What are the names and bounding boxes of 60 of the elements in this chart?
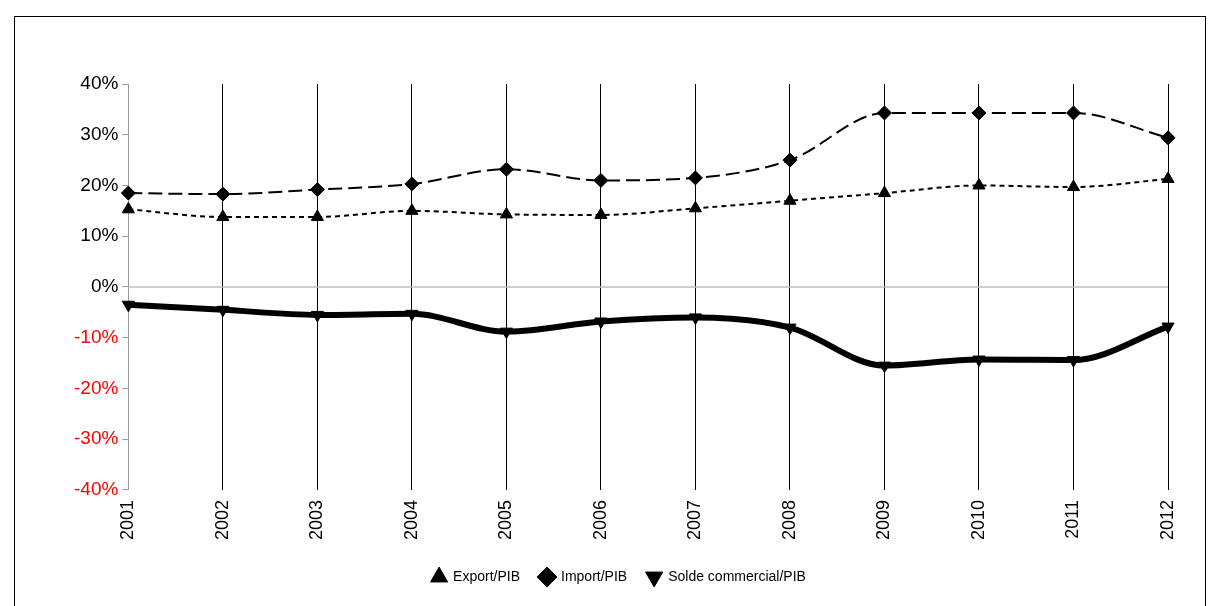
y-tick-label: 40% xyxy=(80,72,119,94)
point xyxy=(1066,356,1081,368)
point xyxy=(121,201,135,214)
x-tick-label: 2004 xyxy=(400,499,421,540)
point xyxy=(877,361,892,374)
y-tick-label: -30% xyxy=(74,427,119,449)
x-tick-label: 2001 xyxy=(117,499,138,540)
legend-label: Import/PIB xyxy=(561,567,628,584)
point xyxy=(1161,171,1175,183)
point xyxy=(1066,179,1081,192)
x-tick-label: 2008 xyxy=(778,499,799,540)
x-tick-label: 2003 xyxy=(306,499,327,540)
x-tick-label: 2007 xyxy=(684,499,705,540)
y-tick-label: 10% xyxy=(80,224,119,246)
point xyxy=(405,309,419,322)
point xyxy=(499,327,513,340)
point xyxy=(120,185,136,201)
point xyxy=(783,323,797,336)
point xyxy=(1161,322,1175,335)
point xyxy=(877,185,892,198)
y-tick-label: 30% xyxy=(80,122,119,144)
point xyxy=(216,305,230,318)
x-tick-label: 2006 xyxy=(589,499,610,540)
point xyxy=(782,152,798,168)
point xyxy=(310,209,324,221)
point xyxy=(688,313,702,325)
point xyxy=(404,176,420,192)
point xyxy=(1160,130,1176,146)
y-tick-label: -20% xyxy=(74,376,119,398)
x-tick-label: 2005 xyxy=(495,499,516,540)
point xyxy=(593,172,609,188)
point xyxy=(972,177,986,190)
point xyxy=(310,310,324,323)
point xyxy=(499,206,513,219)
point xyxy=(783,193,797,205)
point xyxy=(971,105,987,121)
point xyxy=(972,355,986,368)
x-tick-label: 2011 xyxy=(1062,499,1083,539)
point xyxy=(688,200,702,213)
point xyxy=(498,161,514,177)
point xyxy=(594,317,608,329)
y-tick-label: -10% xyxy=(74,325,119,347)
point xyxy=(216,209,230,221)
legend-label: Solde commercial/PIB xyxy=(668,567,806,584)
y-tick-label: -40% xyxy=(74,478,119,500)
legend-label: Export/PIB xyxy=(453,567,521,584)
point xyxy=(215,186,231,202)
point xyxy=(594,207,608,219)
x-tick-label: 2002 xyxy=(211,499,232,540)
point xyxy=(876,105,892,121)
y-tick-label: 0% xyxy=(90,275,119,297)
x-tick-label: 2010 xyxy=(967,499,988,540)
point xyxy=(687,170,703,186)
point xyxy=(309,182,325,198)
y-tick-label: 20% xyxy=(80,173,119,195)
x-tick-label: 2012 xyxy=(1156,499,1177,540)
point xyxy=(1065,105,1081,121)
point xyxy=(121,300,135,313)
x-tick-label: 2009 xyxy=(873,499,894,540)
point xyxy=(405,203,419,215)
